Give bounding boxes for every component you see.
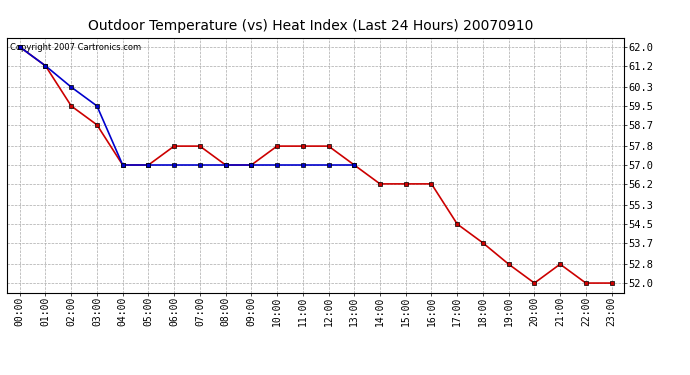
Text: Outdoor Temperature (vs) Heat Index (Last 24 Hours) 20070910: Outdoor Temperature (vs) Heat Index (Las… — [88, 19, 533, 33]
Text: Copyright 2007 Cartronics.com: Copyright 2007 Cartronics.com — [10, 43, 141, 52]
